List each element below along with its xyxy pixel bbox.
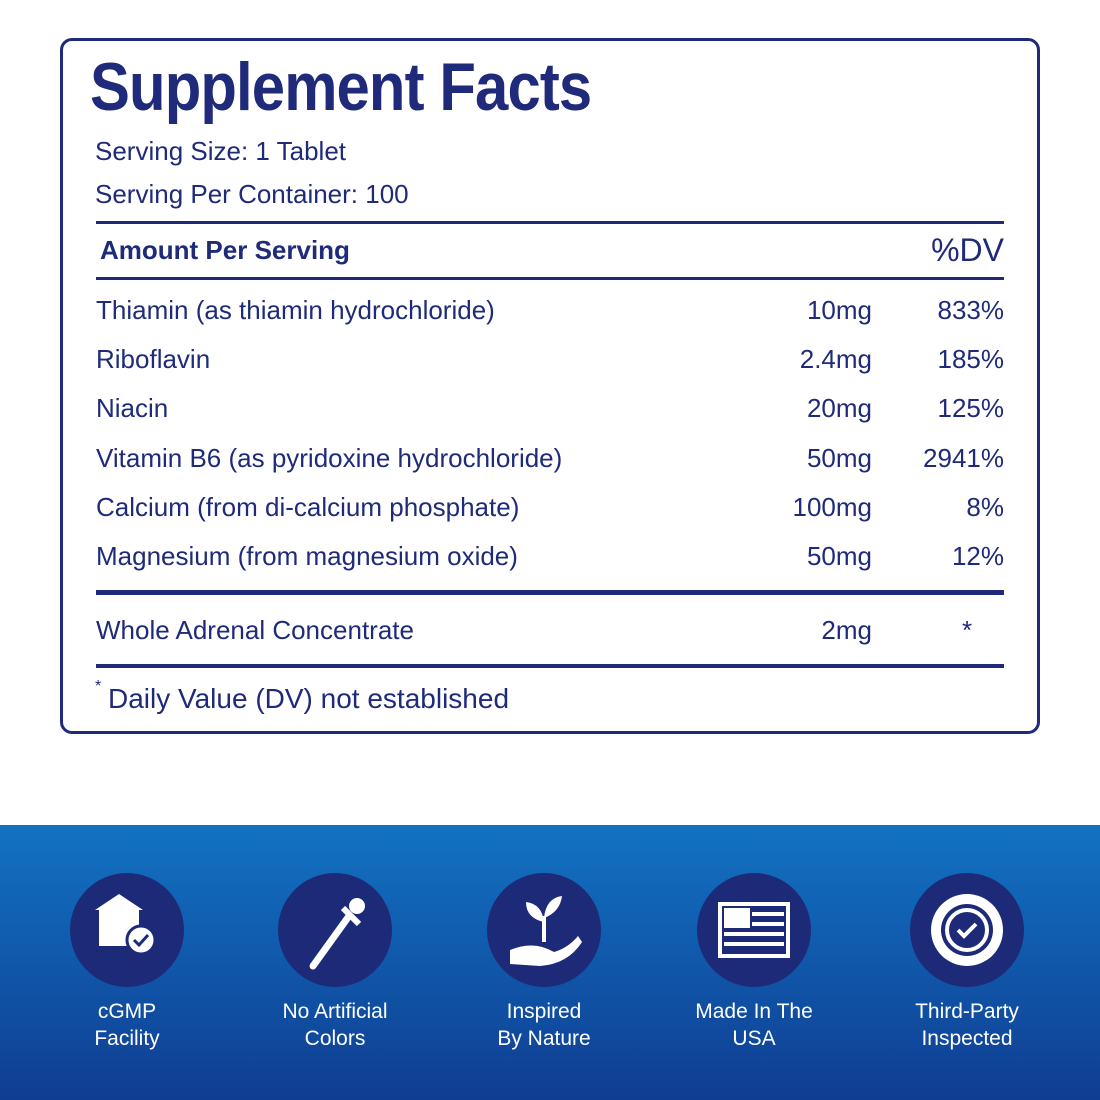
badge-label-line: Third-Party [915,1000,1019,1023]
nutrient-name: Thiamin (as thiamin hydrochloride) [96,295,495,325]
badge-label-line: Made In The [695,1000,813,1023]
rule [96,221,1004,224]
icon [718,902,790,958]
icon [931,894,1003,966]
rule [96,590,1004,595]
amount: 100mg [792,491,873,522]
table-header: %DV [931,232,1004,268]
badge-label: Inspired By Nature [444,998,644,1052]
badge-label-line: USA [732,1027,776,1050]
amount: 10mg [806,295,872,325]
amount: 20mg [806,393,872,424]
badge-label-line: cGMP [97,1000,157,1023]
daily-value: 8% [966,491,1004,522]
badge-label-line: No Artificial [282,1000,388,1023]
badge-label-line: Facility [94,1027,160,1050]
daily-value: 833% [937,295,1005,325]
badge-icon [697,873,811,987]
badge-label: cGMP Facility [27,998,227,1052]
title: Supplement Facts [90,49,592,125]
nutrient-name: Calcium (from di-calcium phosphate) [96,491,520,522]
footnote: Daily Value (DV) not established [108,683,510,714]
rule [96,277,1004,280]
badge-label-line: Inspired [506,1000,582,1023]
amount: 50mg [806,541,872,571]
daily-value: 12% [951,541,1004,571]
badge-label: Made In The USA [654,998,854,1052]
icon [510,896,582,966]
rule [96,664,1004,668]
badge-icon [70,873,184,987]
nutrient-name: Magnesium (from magnesium oxide) [96,541,518,571]
badge-label: Third-Party Inspected [867,998,1067,1052]
badge-label-line: Inspected [921,1027,1013,1050]
nutrient-name: Vitamin B6 (as pyridoxine hydrochloride) [96,442,563,473]
footnote-mark: * [95,678,102,695]
servings-per-container: Serving Per Container: 100 [95,179,409,209]
daily-value: 2941% [923,442,1004,473]
icon [309,898,365,970]
nutrient-name: Niacin [96,393,169,424]
amount: 2.4mg [799,344,872,375]
badge-label-line: Colors [304,1027,366,1050]
table-header: Amount Per Serving [100,235,350,265]
facts-panel [60,38,1040,734]
badge-icon [487,873,601,987]
nutrient-name: Whole Adrenal Concentrate [96,615,414,645]
icon [95,894,157,956]
badge-icon [278,873,392,987]
daily-value: * [962,615,973,645]
badge-label-line: By Nature [497,1027,591,1050]
amount: 2mg [821,615,872,645]
badge-label: No Artificial Colors [235,998,435,1052]
daily-value: 125% [937,393,1005,424]
badge-icon [910,873,1024,987]
daily-value: 185% [937,344,1005,375]
nutrient-name: Riboflavin [96,344,211,375]
amount: 50mg [806,442,872,473]
serving-size: Serving Size: 1 Tablet [95,136,346,166]
